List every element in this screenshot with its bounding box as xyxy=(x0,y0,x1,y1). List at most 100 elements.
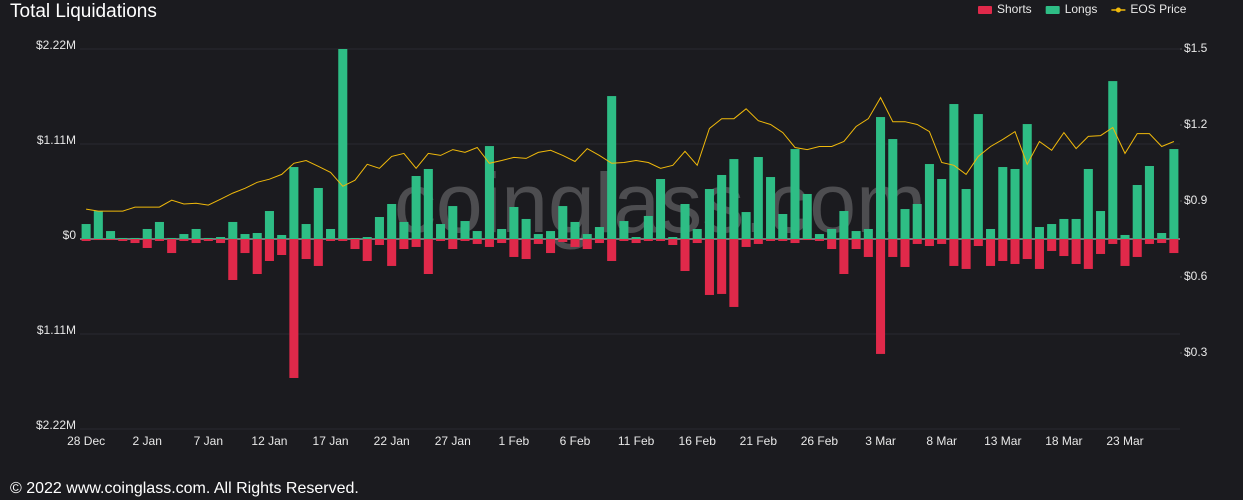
bar xyxy=(558,239,568,242)
bar xyxy=(729,239,739,307)
bar xyxy=(191,228,201,239)
bar xyxy=(277,234,287,239)
bar xyxy=(228,221,238,239)
bar xyxy=(1071,218,1081,239)
bar xyxy=(289,167,299,239)
bar xyxy=(704,239,714,295)
bar xyxy=(619,221,629,239)
x-tick-label: 6 Feb xyxy=(560,434,591,448)
bar xyxy=(1022,239,1032,260)
bar xyxy=(1047,239,1057,251)
bar xyxy=(93,239,103,241)
bar xyxy=(937,239,947,244)
bar xyxy=(607,239,617,261)
x-tick-label: 11 Feb xyxy=(618,434,655,448)
bar xyxy=(521,239,531,260)
footer: © 2022 www.coinglass.com. All Rights Res… xyxy=(10,480,359,497)
bar xyxy=(1083,239,1093,269)
bar xyxy=(240,234,250,239)
bar xyxy=(521,218,531,239)
bar xyxy=(350,237,360,239)
bar xyxy=(338,49,348,239)
bar xyxy=(924,164,934,239)
bar xyxy=(1059,239,1069,257)
y-tick-label: $2.22M xyxy=(36,38,76,52)
bar xyxy=(362,237,372,239)
bar xyxy=(436,239,446,241)
bar xyxy=(1132,239,1142,257)
bar xyxy=(778,214,788,239)
bar xyxy=(998,167,1008,239)
bar xyxy=(986,228,996,239)
bar xyxy=(863,228,873,239)
legend-swatch xyxy=(978,6,992,14)
bar xyxy=(130,239,140,244)
bar xyxy=(130,237,140,239)
bar xyxy=(790,239,800,244)
bar xyxy=(203,237,213,239)
bar xyxy=(1144,165,1154,239)
bar xyxy=(949,104,959,240)
bar xyxy=(203,239,213,241)
bar xyxy=(570,239,580,247)
bar xyxy=(411,176,421,239)
bar xyxy=(338,239,348,241)
bar xyxy=(399,221,409,239)
bar xyxy=(350,239,360,250)
y-tick-label: $1.11M xyxy=(37,133,76,147)
bar xyxy=(753,239,763,244)
bar xyxy=(607,96,617,239)
bar xyxy=(656,239,666,241)
bar xyxy=(912,239,922,244)
x-tick-label: 13 Mar xyxy=(984,434,1021,448)
bar xyxy=(252,239,262,275)
bar xyxy=(1096,239,1106,254)
bar xyxy=(973,114,983,239)
bar xyxy=(1034,239,1044,269)
bar xyxy=(741,239,751,247)
bar xyxy=(216,237,226,239)
bar xyxy=(1120,239,1130,266)
bar xyxy=(460,239,470,241)
bar xyxy=(1022,124,1032,239)
bar xyxy=(753,157,763,239)
bar xyxy=(741,212,751,239)
bar xyxy=(1108,239,1118,244)
bar xyxy=(509,239,519,257)
bar xyxy=(509,206,519,239)
bar xyxy=(191,239,201,244)
bar xyxy=(313,239,323,266)
legend-swatch xyxy=(1045,6,1060,14)
x-tick-label: 27 Jan xyxy=(435,434,471,448)
bar xyxy=(1071,239,1081,264)
y2-tick-label: $0.9 xyxy=(1184,193,1208,207)
bar xyxy=(106,231,116,239)
bar xyxy=(179,239,189,241)
bar xyxy=(93,211,103,239)
bar xyxy=(374,217,384,239)
x-tick-label: 26 Feb xyxy=(801,434,839,448)
x-tick-label: 2 Jan xyxy=(133,434,162,448)
x-tick-label: 7 Jan xyxy=(194,434,223,448)
bar xyxy=(692,228,702,239)
bar xyxy=(411,239,421,247)
bar xyxy=(594,239,604,244)
bar xyxy=(1034,227,1044,239)
bar xyxy=(729,159,739,239)
bar xyxy=(656,179,666,239)
bar xyxy=(228,239,238,280)
bar xyxy=(668,239,678,245)
bar xyxy=(766,177,776,239)
bar xyxy=(546,239,556,254)
bar xyxy=(423,168,433,239)
bar xyxy=(704,189,714,239)
bar xyxy=(839,239,849,275)
bar xyxy=(301,224,311,239)
bar xyxy=(264,211,274,239)
bar xyxy=(484,146,494,239)
bar xyxy=(81,239,91,241)
legend-label: Shorts xyxy=(997,2,1032,16)
y2-tick-label: $0.6 xyxy=(1184,269,1208,283)
bar xyxy=(1059,218,1069,239)
